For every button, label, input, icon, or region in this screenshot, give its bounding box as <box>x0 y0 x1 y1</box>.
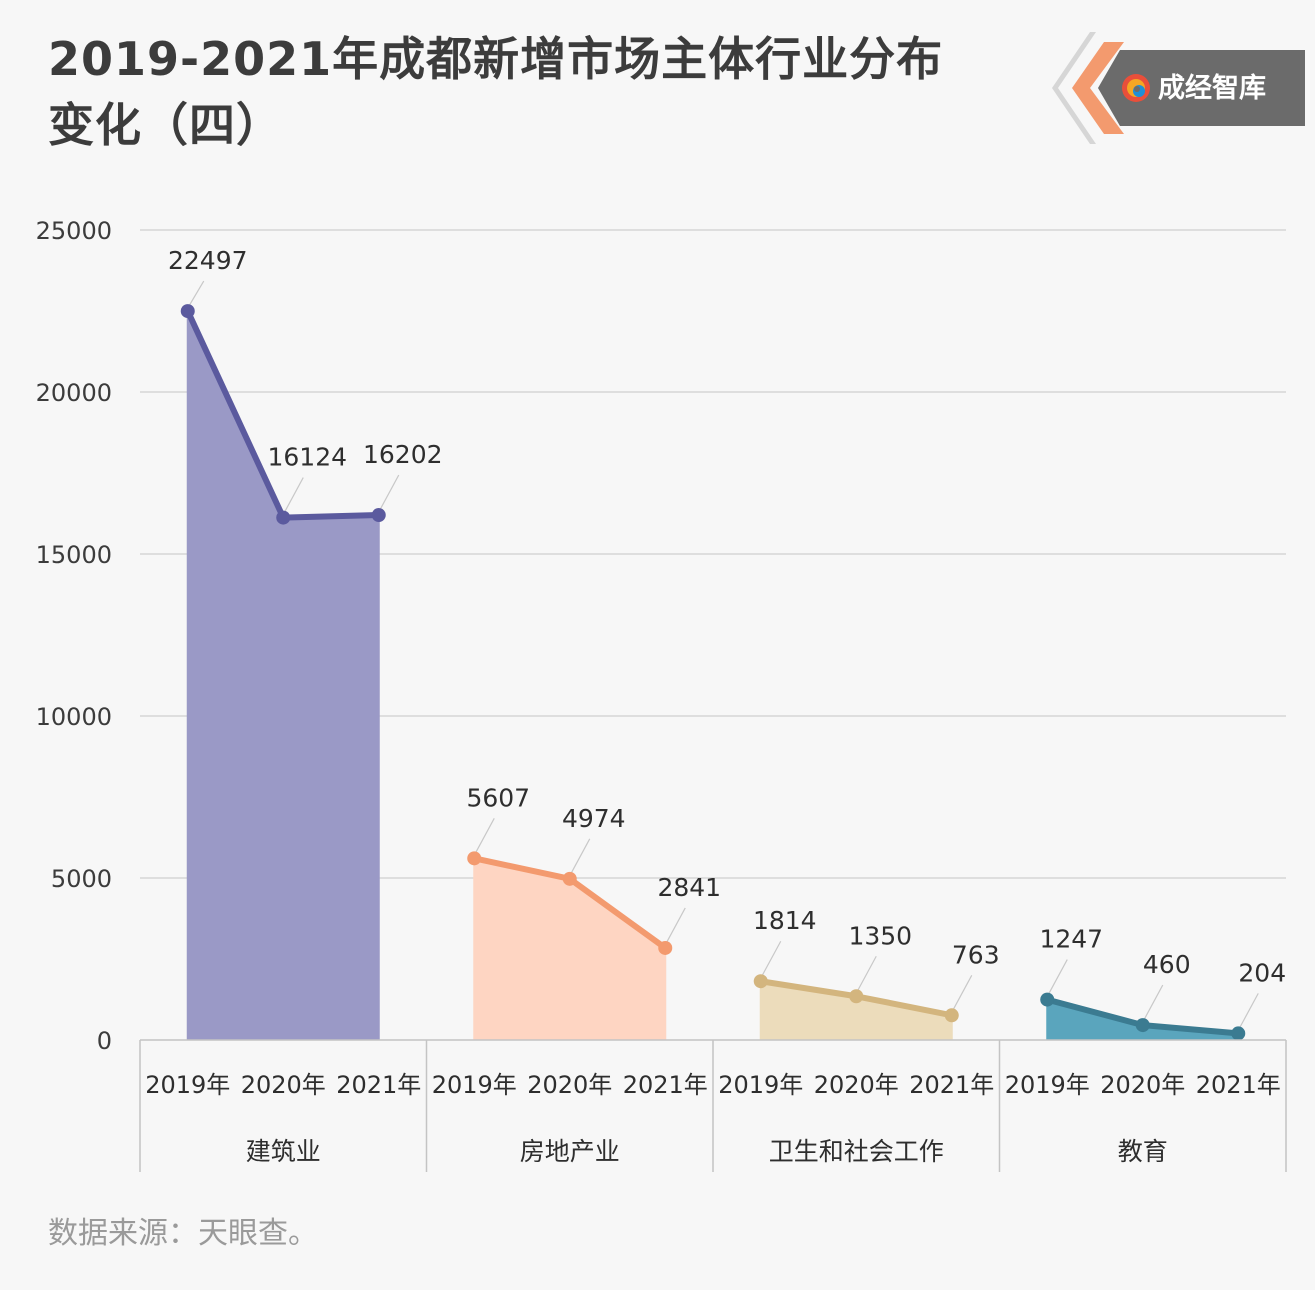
brand-logo-badge <box>1052 32 1305 144</box>
area-fill <box>473 858 667 1040</box>
data-label: 4974 <box>562 804 626 833</box>
title-line-1: 2019-2021年成都新增市场主体行业分布 <box>48 32 944 86</box>
data-point <box>1231 1026 1246 1041</box>
data-source-note: 数据来源：天眼查。 <box>48 1216 318 1251</box>
x-tick-label: 2019年 <box>718 1071 803 1099</box>
data-point <box>467 851 482 866</box>
y-tick-label: 20000 <box>36 379 112 407</box>
leader-line <box>855 955 877 994</box>
data-point <box>1135 1018 1150 1033</box>
x-tick-label: 2021年 <box>909 1071 994 1099</box>
data-label: 204 <box>1238 958 1286 987</box>
chart-title: 2019-2021年成都新增市场主体行业分布 变化（四） <box>48 26 1008 158</box>
area-fill <box>186 311 380 1041</box>
leader-line <box>1046 959 1068 997</box>
x-tick-label: 2020年 <box>527 1071 612 1099</box>
data-label: 5607 <box>466 783 530 812</box>
leader-line <box>473 818 495 856</box>
data-point <box>849 989 864 1004</box>
x-tick-label: 2019年 <box>145 1071 230 1099</box>
data-point <box>944 1008 959 1023</box>
leader-line <box>1237 993 1259 1031</box>
data-point <box>1040 992 1055 1007</box>
x-tick-label: 2019年 <box>432 1071 517 1099</box>
y-tick-label: 15000 <box>36 541 112 569</box>
data-label: 1247 <box>1039 925 1103 954</box>
x-tick-label: 2021年 <box>623 1071 708 1099</box>
leader-line <box>569 838 591 877</box>
data-point <box>753 974 768 989</box>
logo-text: 成经智库 <box>1158 73 1266 104</box>
x-tick-label: 2021年 <box>1196 1071 1281 1099</box>
group-label: 建筑业 <box>246 1137 321 1166</box>
data-label: 22497 <box>168 246 248 275</box>
leader-line <box>282 477 304 515</box>
data-point <box>562 871 577 886</box>
data-point <box>180 304 195 319</box>
x-tick-label: 2019年 <box>1005 1071 1090 1099</box>
y-tick-label: 25000 <box>36 217 112 245</box>
group-label: 卫生和社会工作 <box>769 1137 944 1166</box>
group-label: 教育 <box>1118 1137 1168 1166</box>
y-tick-label: 0 <box>97 1027 112 1055</box>
x-tick-label: 2021年 <box>336 1071 421 1099</box>
data-label: 1350 <box>848 921 912 950</box>
data-label: 16202 <box>363 440 443 469</box>
leader-line <box>760 940 782 979</box>
data-label: 2841 <box>657 873 721 902</box>
y-tick-label: 5000 <box>51 865 112 893</box>
leader-line <box>1142 984 1164 1023</box>
x-tick-label: 2020年 <box>1100 1071 1185 1099</box>
data-label: 16124 <box>267 443 347 472</box>
logo-bg-panel <box>1098 50 1305 126</box>
x-tick-label: 2020年 <box>241 1071 326 1099</box>
leader-line <box>951 974 973 1013</box>
data-point <box>371 508 386 523</box>
leader-line <box>378 474 400 513</box>
data-label: 1814 <box>753 906 817 935</box>
logo-chevron-orange <box>1072 42 1124 134</box>
leader-line <box>187 280 205 309</box>
y-tick-label: 10000 <box>36 703 112 731</box>
data-point <box>276 510 291 525</box>
x-tick-label: 2020年 <box>814 1071 899 1099</box>
leader-line <box>664 907 686 946</box>
data-point <box>658 940 673 955</box>
data-label: 763 <box>952 940 1000 969</box>
data-label: 460 <box>1143 950 1191 979</box>
title-line-2: 变化（四） <box>48 98 283 152</box>
group-label: 房地产业 <box>520 1137 620 1166</box>
area-fill <box>759 981 953 1040</box>
